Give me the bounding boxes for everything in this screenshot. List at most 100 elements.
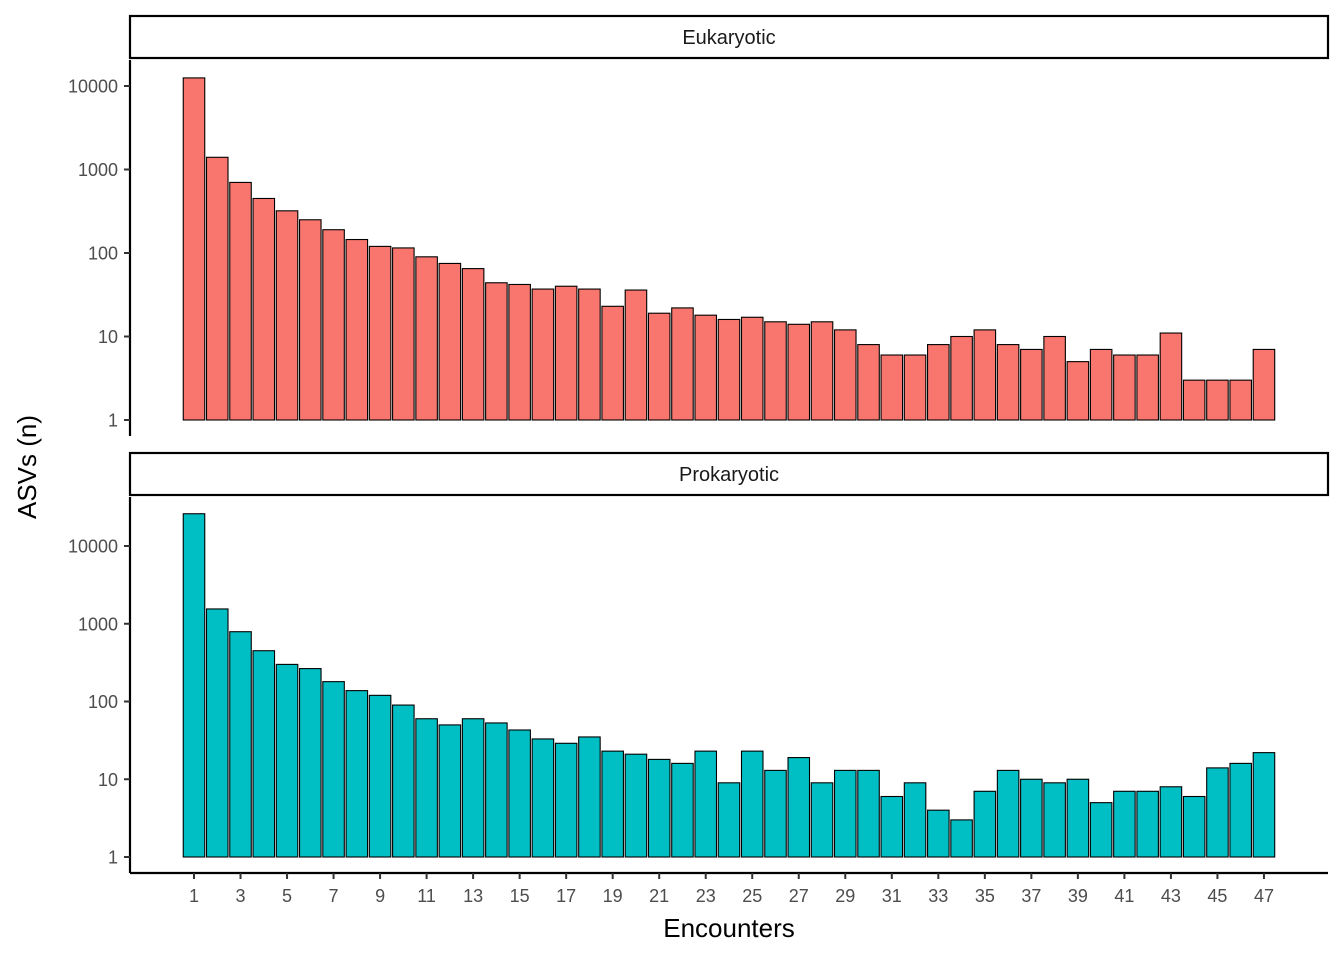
x-tick-label: 3: [236, 886, 246, 906]
bar: [252, 197, 276, 421]
y-tick-label: 10000: [68, 77, 118, 97]
panel-eukaryotic: Eukaryotic 1 10 100 1000 10000: [68, 14, 1330, 436]
x-tick-label: 39: [1068, 886, 1088, 906]
bar: [1182, 379, 1206, 421]
bar: [740, 750, 764, 858]
x-tick-label: 17: [556, 886, 576, 906]
bar: [740, 316, 764, 421]
bar: [1206, 379, 1229, 421]
facet-strip-label: Prokaryotic: [679, 464, 779, 486]
y-tick-label: 100: [88, 244, 118, 264]
y-tick-label: 1: [108, 848, 118, 868]
x-tick-label: 31: [882, 886, 902, 906]
bar: [1159, 332, 1183, 421]
bar: [485, 282, 508, 421]
bar: [508, 283, 531, 421]
bar: [578, 736, 601, 858]
y-tick-label: 10: [98, 327, 118, 347]
bar: [275, 210, 299, 421]
bar: [554, 742, 578, 858]
bar: [647, 758, 671, 858]
bar: [368, 245, 392, 421]
bar: [205, 608, 229, 858]
x-tick-label: 37: [1021, 886, 1041, 906]
bar: [973, 329, 997, 421]
bar: [624, 753, 648, 858]
bar: [298, 668, 322, 858]
bar: [485, 722, 508, 858]
bar: [1020, 348, 1043, 421]
bar: [764, 769, 787, 858]
bar: [973, 790, 997, 858]
x-tick-label: 47: [1254, 886, 1274, 906]
panel-prokaryotic: Prokaryotic 1 10 100 1000 10000: [68, 451, 1330, 873]
y-tick-label: 10: [98, 770, 118, 790]
bar: [1066, 778, 1090, 858]
x-tick-label: 41: [1114, 886, 1134, 906]
bar: [927, 809, 950, 858]
x-tick-label: 45: [1207, 886, 1227, 906]
bar: [764, 321, 787, 421]
bar: [531, 738, 555, 858]
y-tick-label: 100: [88, 692, 118, 712]
bar: [508, 729, 531, 858]
bar: [996, 769, 1020, 858]
bar: [229, 631, 252, 858]
x-tick-label: 35: [975, 886, 995, 906]
bar: [717, 318, 741, 421]
x-tick-label: 33: [928, 886, 948, 906]
y-tick-label: 1000: [78, 614, 118, 634]
x-tick-label: 9: [375, 886, 385, 906]
bar: [322, 681, 345, 858]
bar: [392, 704, 415, 858]
bar: [880, 354, 904, 421]
bar: [950, 335, 973, 421]
x-tick-label: 25: [742, 886, 762, 906]
bar: [461, 268, 485, 421]
bar: [810, 782, 834, 858]
bar: [903, 782, 927, 858]
bar: [1020, 778, 1043, 858]
bar: [252, 650, 276, 858]
bar: [438, 724, 462, 858]
x-tick-label: 29: [835, 886, 855, 906]
bar: [857, 769, 880, 858]
x-tick-label: 15: [510, 886, 530, 906]
x-tick-label: 1: [189, 886, 199, 906]
bar: [205, 156, 229, 421]
bar: [415, 256, 438, 421]
bar: [415, 718, 438, 858]
x-tick-label: 13: [463, 886, 483, 906]
bar-series: [182, 77, 1276, 421]
x-axis-title: Encounters: [663, 913, 795, 943]
bar-series: [182, 513, 1276, 858]
bar: [1252, 752, 1276, 858]
bar: [368, 694, 392, 858]
bar: [1136, 354, 1159, 421]
bar: [857, 344, 880, 421]
bar: [554, 285, 578, 421]
y-tick-label: 1000: [78, 160, 118, 180]
bar: [1043, 335, 1066, 421]
bar: [927, 344, 950, 421]
bar: [392, 247, 415, 421]
bar: [1159, 786, 1183, 858]
x-tick-label: 23: [696, 886, 716, 906]
y-tick-label: 1: [108, 411, 118, 431]
x-axis: 1 3 5 7 9 11 13 15 17 19 21 23 25 27 29 31 33 35 37 39 41 43 4…: [130, 871, 1328, 906]
facet-strip-label: Eukaryotic: [682, 27, 775, 49]
x-tick-label: 7: [329, 886, 339, 906]
x-tick-label: 43: [1161, 886, 1181, 906]
bar: [694, 314, 718, 421]
bar: [461, 718, 485, 858]
x-tick-label: 11: [417, 886, 436, 906]
bar: [1229, 762, 1252, 858]
bar: [833, 329, 857, 421]
bar: [1043, 782, 1066, 858]
x-tick-label: 5: [282, 886, 292, 906]
x-tick-label: 21: [649, 886, 669, 906]
bar: [1066, 361, 1090, 421]
bar: [717, 782, 741, 858]
bar: [647, 312, 671, 421]
y-tick-label: 10000: [68, 537, 118, 557]
